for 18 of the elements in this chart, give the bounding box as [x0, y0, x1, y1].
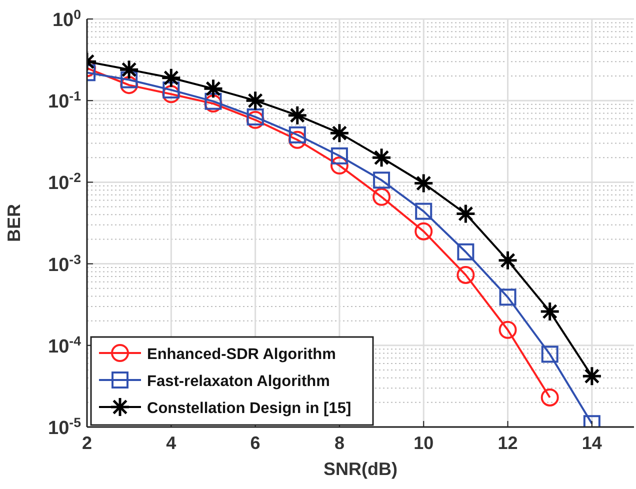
legend-label: Enhanced-SDR Algorithm	[147, 346, 336, 363]
y-tick-label: 10$^{-4}$	[48, 332, 82, 358]
y-tick-label: 10$^{-3}$	[48, 251, 81, 276]
y-tick-label: 10$^{-1}$	[48, 88, 82, 113]
x-tick-label: 8	[334, 433, 344, 453]
x-tick-label: 6	[250, 433, 260, 453]
legend-label: Constellation Design in [15]	[147, 400, 352, 417]
x-tick-label: 10	[414, 433, 434, 453]
x-tick-label: 12	[498, 433, 518, 453]
x-tick-label: 4	[166, 433, 176, 453]
y-tick-label: 10$^{0}$	[52, 6, 81, 31]
legend-label: Fast-relaxaton Algorithm	[147, 373, 330, 390]
y-tick-label: 10$^{-2}$	[48, 170, 81, 194]
x-tick-label: 14	[582, 433, 602, 453]
y-tick-label: 10$^{-5}$	[48, 414, 82, 439]
x-tick-label: 2	[82, 433, 92, 453]
x-axis-title: SNR(dB)	[324, 459, 398, 479]
y-axis-title: BER	[4, 204, 24, 242]
